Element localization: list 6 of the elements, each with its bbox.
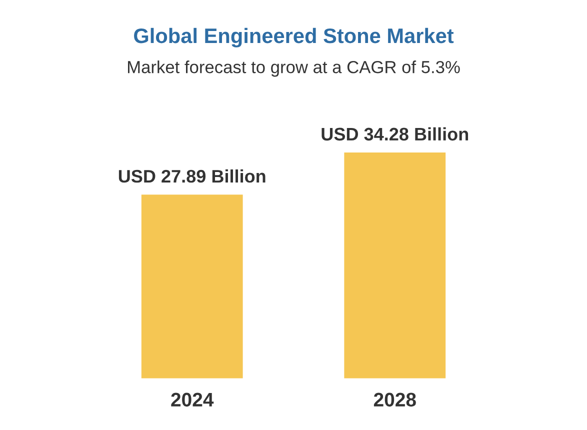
data-label: USD 34.28 Billion [322, 127, 468, 141]
chart-title: Global Engineered Stone Market [134, 28, 454, 48]
x-tick-label: 2028 [374, 392, 416, 407]
chart-subtitle: Market forecast to grow at a CAGR of 5.3% [128, 60, 460, 77]
data-label: USD 27.89 Billion [118, 169, 266, 183]
x-tick-label: 2024 [171, 392, 214, 407]
